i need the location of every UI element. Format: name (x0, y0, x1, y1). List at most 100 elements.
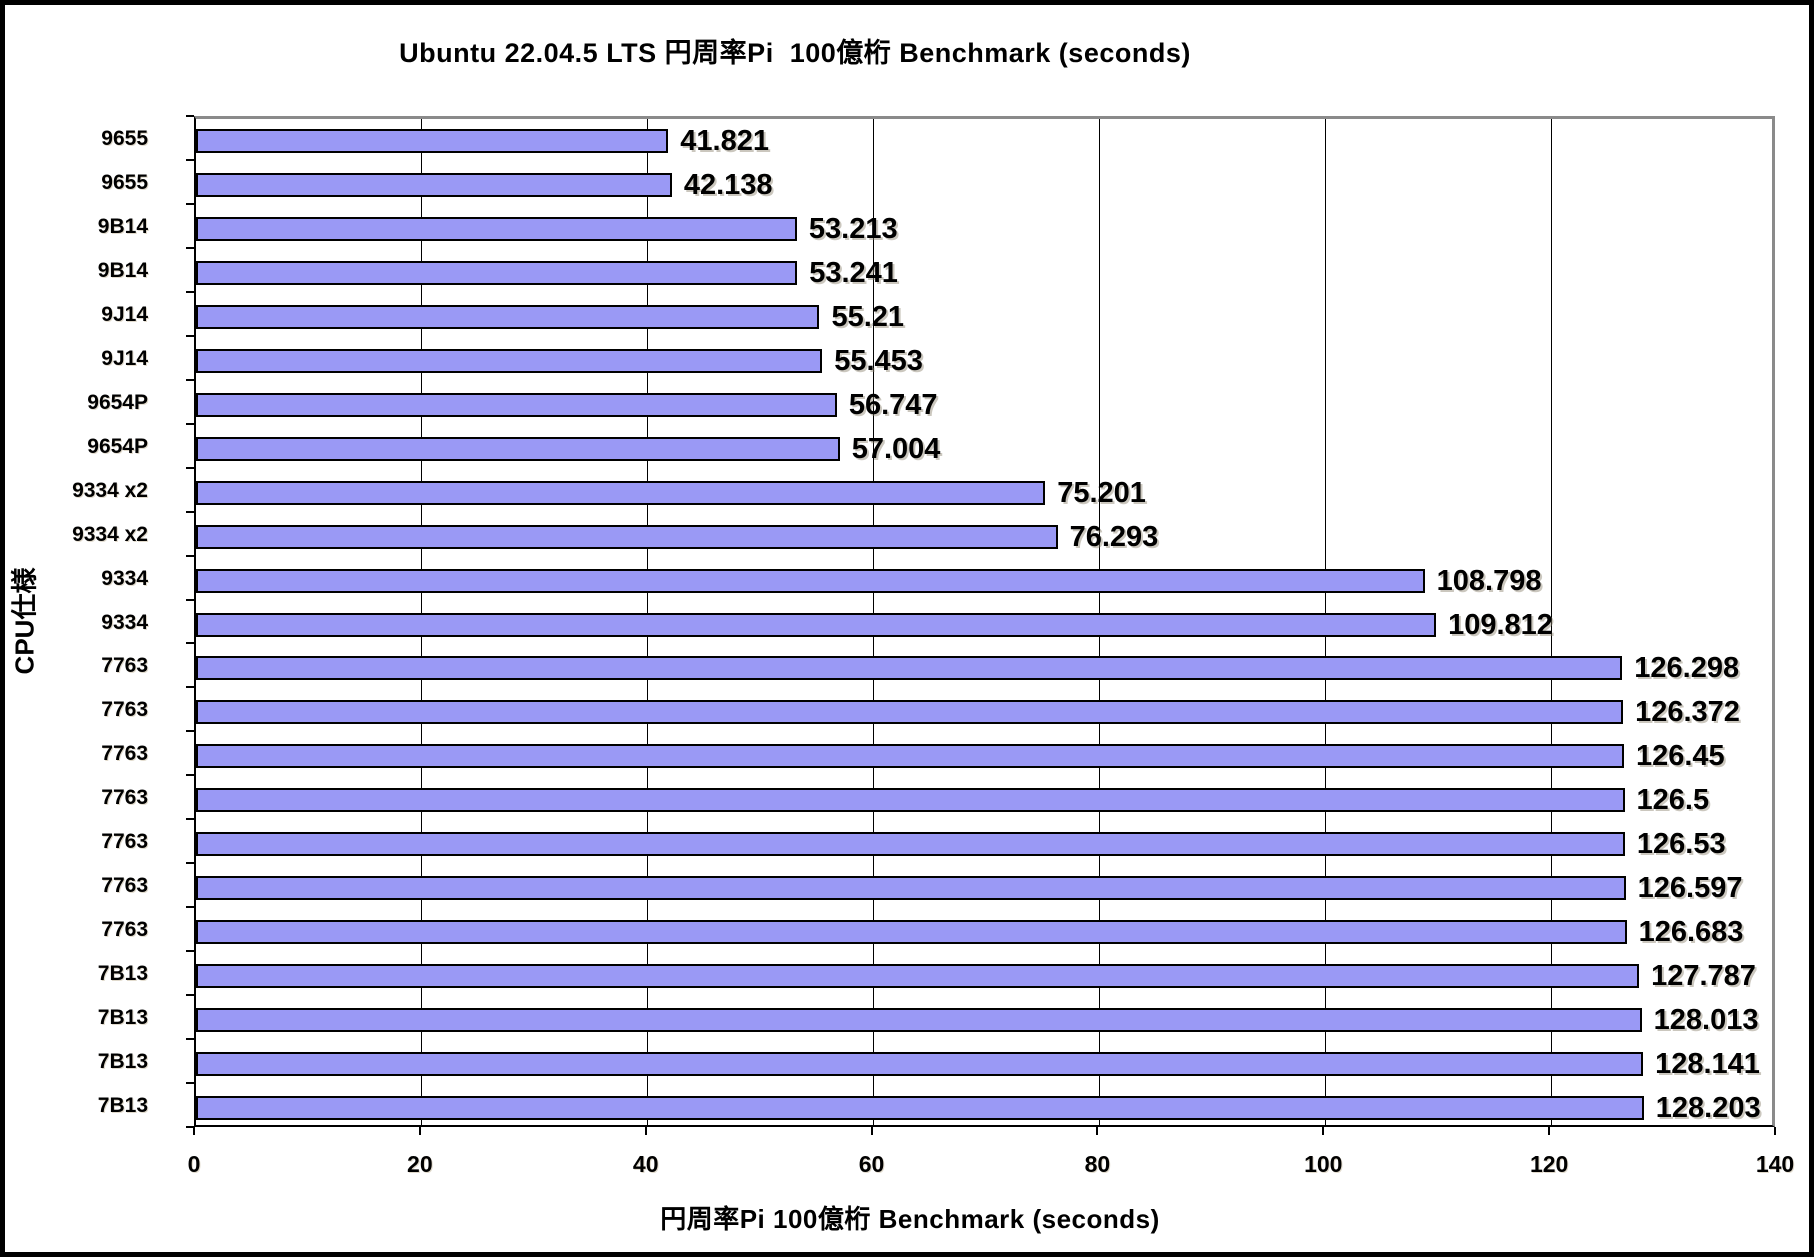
x-axis-tick (1774, 1127, 1776, 1135)
chart-title: Ubuntu 22.04.5 LTS 円周率Pi 100億桁 Benchmark… (399, 38, 1191, 68)
bar-9B14-2 (196, 216, 797, 241)
y-axis-tick (186, 642, 194, 645)
y-axis-tick (186, 730, 194, 733)
y-axis-tick (186, 422, 194, 425)
y-axis-tick (186, 158, 194, 161)
category-label-9655: 9655 (101, 170, 148, 194)
category-label-9655: 9655 (101, 126, 148, 150)
bar-9654P-7 (196, 436, 840, 461)
y-axis-tick (186, 862, 194, 865)
y-axis-tick (186, 246, 194, 249)
bar-7763-13 (196, 700, 1624, 725)
bar-value-label: 126.53 (1636, 828, 1726, 861)
y-axis-tick (186, 510, 194, 513)
bar-7B13-19 (196, 964, 1640, 989)
x-axis-tick (870, 1127, 873, 1135)
y-axis-tick (186, 115, 194, 117)
bar-9334 x2-9 (196, 524, 1058, 549)
category-label-7763: 7763 (101, 654, 148, 678)
bar-value-label: 128.141 (1655, 1048, 1760, 1081)
bar-9334-10 (196, 568, 1425, 593)
bar-value-label: 56.747 (848, 388, 938, 421)
bar-9J14-5 (196, 348, 823, 373)
bar-9655-1 (196, 172, 672, 197)
y-axis-tick (186, 686, 194, 689)
bar-value-label: 53.241 (809, 256, 898, 289)
y-axis-title-text: CPU仕様 (9, 567, 40, 675)
bar-7B13-21 (196, 1052, 1644, 1077)
bar-value-label: 55.21 (831, 300, 905, 333)
bar-9655-0 (196, 128, 669, 153)
bar-9B14-3 (196, 260, 798, 285)
category-label-9B14: 9B14 (97, 214, 148, 238)
bar-7763-16 (196, 832, 1625, 857)
category-label-7763: 7763 (101, 874, 148, 898)
bar-value-label: 42.138 (683, 168, 773, 201)
bar-value-label: 55.453 (834, 344, 923, 377)
x-axis-title: 円周率Pi 100億桁 Benchmark (seconds) (660, 1204, 1160, 1234)
x-axis-tick (193, 1127, 195, 1135)
y-axis-tick (186, 378, 194, 381)
bar-9J14-4 (196, 304, 820, 329)
x-tick-label-60: 60 (858, 1151, 885, 1177)
category-label-9334: 9334 (101, 610, 148, 634)
y-axis-tick (186, 290, 194, 293)
bar-value-label: 126.45 (1635, 740, 1725, 773)
bar-value-label: 126.683 (1638, 916, 1744, 949)
category-label-7763: 7763 (101, 742, 148, 766)
bar-value-label: 53.213 (808, 212, 898, 245)
y-axis-tick (186, 994, 194, 997)
bar-7B13-22 (196, 1096, 1644, 1121)
x-tick-label-0: 0 (187, 1151, 201, 1177)
category-label-7B13: 7B13 (97, 962, 148, 986)
category-label-9654P: 9654P (87, 390, 148, 414)
y-axis-tick (186, 1082, 194, 1085)
bar-value-label: 126.597 (1637, 872, 1743, 905)
category-label-7763: 7763 (101, 698, 148, 722)
category-label-7B13: 7B13 (97, 1094, 148, 1118)
category-label-7763: 7763 (101, 918, 148, 942)
bar-value-label: 126.298 (1634, 652, 1740, 685)
y-axis-tick (186, 1038, 194, 1041)
bar-value-label: 108.798 (1436, 564, 1542, 597)
category-label-7B13: 7B13 (97, 1050, 148, 1074)
y-axis-tick (186, 202, 194, 205)
bar-value-label: 57.004 (851, 432, 941, 465)
x-tick-label-80: 80 (1084, 1151, 1111, 1177)
bar-7763-14 (196, 744, 1624, 769)
category-label-9J14: 9J14 (101, 302, 148, 326)
bar-value-label: 76.293 (1069, 520, 1159, 553)
x-tick-label-120: 120 (1529, 1151, 1569, 1177)
category-label-9334 x2: 9334 x2 (72, 478, 148, 502)
x-tick-label-140: 140 (1755, 1151, 1795, 1177)
bar-7B13-20 (196, 1008, 1642, 1033)
bar-value-label: 128.203 (1655, 1092, 1761, 1125)
x-axis-tick (418, 1127, 421, 1135)
x-axis-tick (1322, 1127, 1325, 1135)
bar-9654P-6 (196, 392, 837, 417)
bar-value-label: 126.5 (1636, 784, 1710, 817)
category-label-9334 x2: 9334 x2 (72, 522, 148, 546)
gridline-x-120 (1550, 119, 1552, 1125)
bar-value-label: 41.821 (680, 124, 769, 157)
y-axis-tick (186, 466, 194, 469)
x-axis-tick (1096, 1127, 1099, 1135)
x-tick-label-20: 20 (407, 1151, 433, 1177)
bar-7763-17 (196, 876, 1626, 901)
category-label-9B14: 9B14 (97, 258, 148, 282)
y-axis-tick (186, 1126, 194, 1128)
bar-value-label: 128.013 (1653, 1004, 1759, 1037)
bar-7763-15 (196, 788, 1625, 813)
x-axis-tick (644, 1127, 647, 1135)
bar-7763-12 (196, 656, 1623, 681)
bar-value-label: 126.372 (1635, 696, 1740, 729)
y-axis-tick (186, 554, 194, 557)
category-label-9J14: 9J14 (101, 346, 148, 370)
category-label-7763: 7763 (101, 830, 148, 854)
y-axis-tick (186, 334, 194, 337)
plot-area: 41.821 42.138 53.213 53.241 55.21 55.453 56.74… (194, 116, 1775, 1127)
x-tick-label-40: 40 (632, 1151, 659, 1177)
category-label-9334: 9334 (101, 566, 148, 590)
bar-7763-18 (196, 920, 1627, 945)
